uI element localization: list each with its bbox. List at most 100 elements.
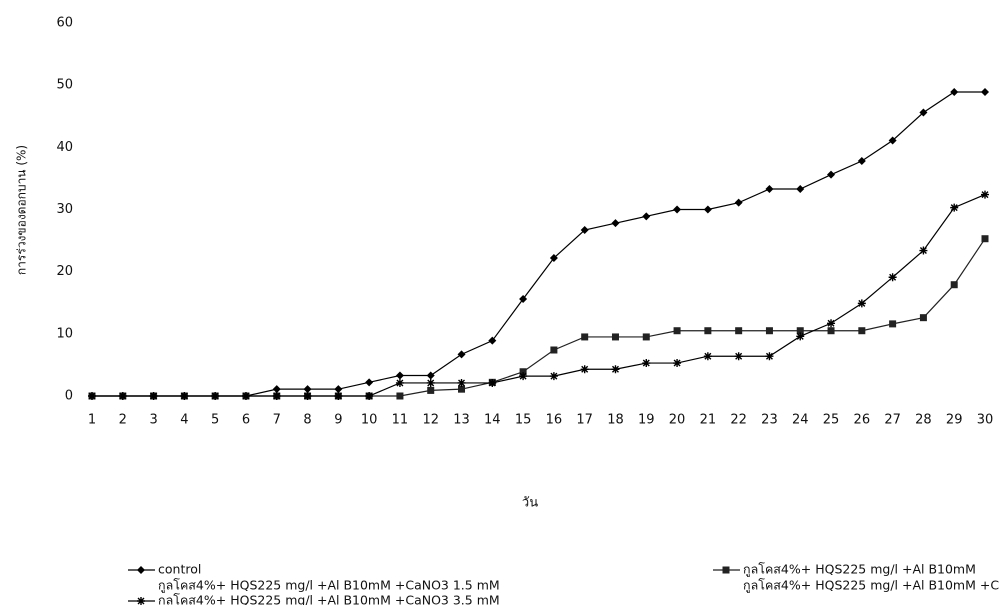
x-tick-label: 27 (884, 413, 901, 428)
point (981, 191, 989, 199)
point (858, 157, 866, 165)
legend-label: กูลโคส4%+ HQS225 mg/l +Al B10mM +CaNO3 3… (158, 593, 500, 605)
point (982, 235, 989, 242)
point (334, 385, 342, 393)
x-tick-label: 25 (823, 413, 840, 428)
point (150, 392, 158, 400)
point (581, 365, 589, 373)
series-line (92, 195, 985, 396)
point (735, 199, 743, 207)
x-tick-label: 23 (761, 413, 778, 428)
point (704, 352, 712, 360)
x-tick-label: 24 (792, 413, 809, 428)
y-tick-label: 40 (56, 140, 73, 155)
point (612, 333, 619, 340)
point (828, 327, 835, 334)
point (889, 320, 896, 327)
y-tick-label: 20 (56, 264, 73, 279)
series-line (92, 92, 985, 396)
x-tick-label: 15 (515, 413, 532, 428)
point (427, 371, 435, 379)
point (119, 392, 127, 400)
legend-marker (137, 566, 145, 574)
point (642, 359, 650, 367)
legend-label: control (158, 562, 201, 577)
y-tick-label: 30 (56, 202, 73, 217)
point (704, 327, 711, 334)
x-tick-label: 29 (946, 413, 963, 428)
point (273, 385, 281, 393)
point (673, 359, 681, 367)
point (334, 392, 342, 400)
point (550, 346, 557, 353)
point (642, 212, 650, 220)
point (180, 392, 188, 400)
legend-label: กูลโคส4%+ HQS225 mg/l +Al B10mM (743, 562, 976, 578)
legend-label: กูลโคส4%+ HQS225 mg/l +Al B10mM +CaNO3 1… (158, 578, 500, 594)
point (827, 171, 835, 179)
x-tick-label: 28 (915, 413, 932, 428)
y-tick-label: 0 (65, 389, 73, 404)
point (704, 206, 712, 214)
x-tick-label: 3 (149, 413, 157, 428)
point (519, 372, 527, 380)
series-line (92, 239, 985, 396)
point (981, 88, 989, 96)
x-tick-label: 10 (361, 413, 378, 428)
point (858, 299, 866, 307)
point (396, 379, 404, 387)
point (919, 247, 927, 255)
legend-marker (723, 567, 730, 574)
x-tick-label: 1 (88, 413, 96, 428)
point (396, 371, 404, 379)
y-axis-label: การร่วงของดอกบาน (%) (15, 145, 29, 275)
point (674, 327, 681, 334)
x-tick-label: 2 (119, 413, 127, 428)
point (858, 327, 865, 334)
point (796, 332, 804, 340)
x-tick-label: 19 (638, 413, 655, 428)
x-tick-label: 16 (546, 413, 563, 428)
point (396, 393, 403, 400)
x-tick-label: 12 (422, 413, 439, 428)
point (88, 392, 96, 400)
x-tick-label: 4 (180, 413, 188, 428)
x-tick-label: 17 (576, 413, 593, 428)
x-tick-label: 18 (607, 413, 624, 428)
chart: วัน การร่วงของดอกบาน (%) 010203040506012… (0, 0, 999, 605)
point (611, 365, 619, 373)
y-tick-label: 10 (56, 326, 73, 341)
point (458, 379, 466, 387)
point (920, 314, 927, 321)
point (673, 206, 681, 214)
point (735, 327, 742, 334)
point (427, 379, 435, 387)
point (765, 352, 773, 360)
x-axis-label: วัน (522, 496, 538, 511)
x-tick-label: 6 (242, 413, 250, 428)
point (365, 392, 373, 400)
point (827, 319, 835, 327)
point (365, 378, 373, 386)
x-tick-label: 9 (334, 413, 342, 428)
legend-label: กูลโคส4%+ HQS225 mg/l +Al B10mM +CaNO3 2… (743, 578, 999, 594)
x-tick-label: 13 (453, 413, 470, 428)
x-tick-label: 26 (854, 413, 871, 428)
point (211, 392, 219, 400)
point (304, 392, 312, 400)
x-tick-label: 21 (700, 413, 717, 428)
legend-marker (137, 597, 145, 605)
point (950, 204, 958, 212)
point (611, 219, 619, 227)
point (242, 392, 250, 400)
x-tick-label: 5 (211, 413, 219, 428)
x-tick-label: 22 (730, 413, 747, 428)
point (766, 327, 773, 334)
point (889, 273, 897, 281)
point (273, 392, 281, 400)
point (765, 185, 773, 193)
point (643, 333, 650, 340)
point (950, 88, 958, 96)
y-tick-label: 50 (56, 78, 73, 93)
x-tick-label: 20 (669, 413, 686, 428)
